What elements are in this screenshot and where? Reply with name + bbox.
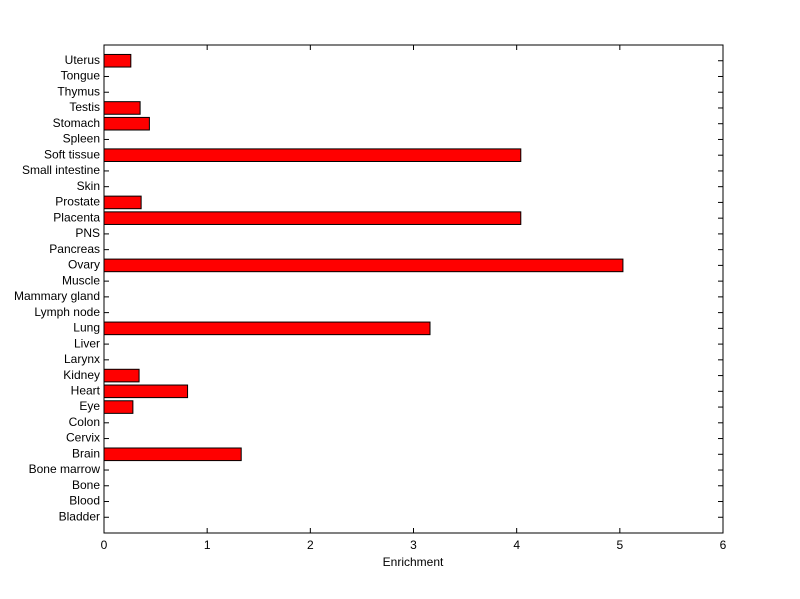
bar <box>103 211 522 225</box>
y-tick-label: Bladder <box>59 509 100 523</box>
y-tick-label: Mammary gland <box>14 289 100 303</box>
y-tick-label: Stomach <box>53 116 100 130</box>
y-tick-label: Muscle <box>62 273 100 287</box>
y-tick-label: Pancreas <box>49 242 100 256</box>
bar <box>103 400 134 414</box>
x-tick-label: 3 <box>410 538 417 552</box>
y-tick-label: Blood <box>69 494 100 508</box>
y-tick-label: Skin <box>77 179 100 193</box>
y-tick-label: Testis <box>69 100 100 114</box>
y-tick-label: Lymph node <box>34 305 100 319</box>
x-tick-label: 0 <box>101 538 108 552</box>
y-tick-label: Larynx <box>64 352 100 366</box>
y-tick-label: Brain <box>72 446 100 460</box>
y-tick-label: Colon <box>69 415 100 429</box>
bar <box>103 447 242 462</box>
y-tick-label: Bone <box>72 478 100 492</box>
y-tick-label: Thymus <box>57 84 100 98</box>
x-tick-label: 5 <box>616 538 623 552</box>
bar <box>103 116 150 131</box>
bar <box>103 53 132 68</box>
y-tick-label: Ovary <box>68 258 100 272</box>
y-tick-label: Lung <box>73 321 100 335</box>
bar <box>103 368 140 383</box>
y-tick-label: Kidney <box>63 368 100 382</box>
y-tick-label: Small intestine <box>22 163 100 177</box>
y-tick-label: Prostate <box>55 195 100 209</box>
y-tick-label: Cervix <box>66 431 100 445</box>
y-tick-label: Heart <box>71 383 101 397</box>
y-tick-label: Spleen <box>63 132 100 146</box>
bar <box>103 384 189 399</box>
bar <box>103 101 141 115</box>
y-tick-label: Soft tissue <box>44 147 100 161</box>
y-tick-label: Bone marrow <box>29 462 101 476</box>
bar <box>103 321 431 336</box>
y-tick-label: Eye <box>79 399 100 413</box>
x-tick-label: 4 <box>513 538 520 552</box>
bar <box>103 195 142 210</box>
x-axis-label: Enrichment <box>383 555 444 569</box>
y-tick-label: Liver <box>74 336 100 350</box>
x-tick-label: 2 <box>307 538 314 552</box>
y-tick-label: PNS <box>75 226 100 240</box>
x-tick-label: 1 <box>204 538 211 552</box>
bar <box>103 258 624 273</box>
y-tick-label: Tongue <box>61 69 101 83</box>
y-tick-label: Uterus <box>65 53 100 67</box>
bar <box>103 148 522 162</box>
x-tick-label: 6 <box>720 538 727 552</box>
y-tick-label: Placenta <box>53 210 100 224</box>
